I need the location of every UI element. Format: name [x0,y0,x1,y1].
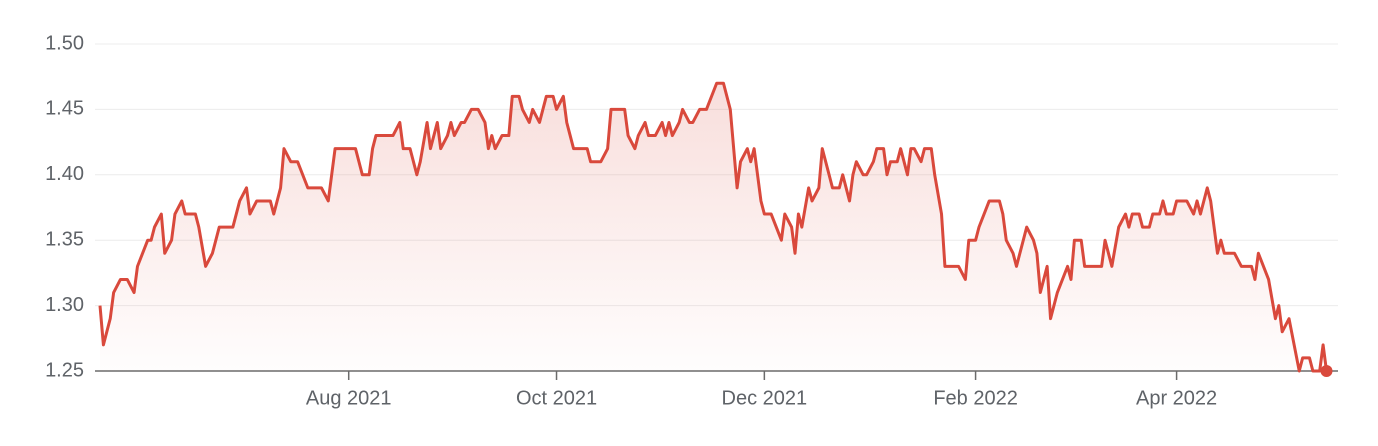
x-tick-label: Dec 2021 [722,387,808,409]
x-tick-label: Feb 2022 [933,387,1018,409]
x-tick-label: Apr 2022 [1136,387,1217,409]
x-tick-label: Oct 2021 [516,387,597,409]
area-fill [100,83,1327,372]
y-tick-label: 1.45 [45,98,84,120]
y-tick-label: 1.30 [45,294,84,316]
y-tick-label: 1.25 [45,359,84,381]
y-tick-label: 1.40 [45,163,84,185]
y-tick-label: 1.50 [45,32,84,54]
y-tick-label: 1.35 [45,228,84,250]
x-tick-label: Aug 2021 [306,387,392,409]
line [98,81,1328,373]
end-point [1320,365,1333,377]
